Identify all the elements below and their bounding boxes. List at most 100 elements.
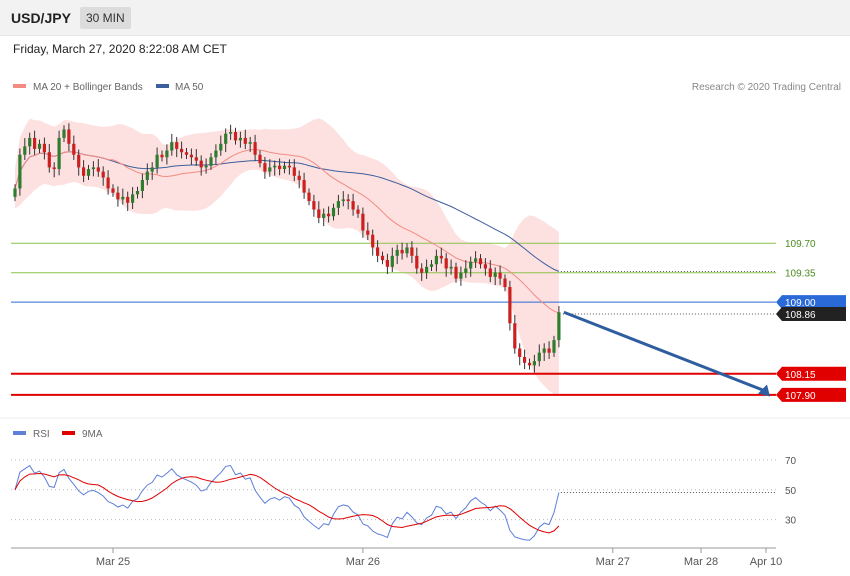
x-axis: Mar 25 Mar 26 Mar 27 Mar 28 Apr 10	[11, 547, 782, 568]
pivot-price-tag	[776, 295, 846, 310]
candle-body	[415, 255, 419, 269]
bollinger-band	[15, 118, 559, 394]
candle-body	[42, 143, 46, 153]
credit-text: Research © 2020 Trading Central	[692, 82, 841, 93]
candle-body	[175, 142, 179, 149]
candle-body	[37, 143, 42, 149]
candle-body	[96, 167, 100, 172]
candle-body	[478, 258, 483, 265]
candle-body	[86, 169, 91, 176]
candle-body	[302, 180, 306, 193]
pivot-price-label: 109.00	[785, 298, 816, 309]
candle-body	[552, 340, 556, 353]
x-tick-label: Mar 28	[684, 556, 718, 568]
candle-body	[331, 207, 336, 217]
candle-body	[72, 143, 76, 155]
candle-body	[62, 129, 66, 138]
candle-body	[268, 167, 272, 172]
candle-body	[77, 154, 81, 168]
x-tick-label: Apr 10	[750, 556, 782, 568]
candle-body	[366, 230, 370, 235]
candle-body	[258, 154, 262, 164]
interval-button[interactable]: 30 MIN	[80, 7, 131, 29]
candle-body	[371, 234, 375, 248]
candle-body	[493, 272, 497, 277]
candle-body	[356, 209, 360, 214]
candle-body	[160, 154, 164, 158]
candle-body	[537, 352, 541, 362]
ma20-legend-label: MA 20 + Bollinger Bands	[33, 82, 143, 93]
price-legend: MA 20 + Bollinger Bands MA 50 Research ©…	[13, 82, 841, 93]
candle-body	[523, 356, 527, 363]
support-price-tag	[776, 387, 846, 402]
candle-body	[420, 268, 424, 273]
candle-body	[346, 199, 350, 202]
resistance-label: 109.35	[785, 269, 816, 280]
last-price-tag	[776, 306, 846, 321]
candle-body	[253, 142, 257, 155]
candle-body	[263, 163, 267, 172]
candle-body	[121, 196, 125, 200]
ma50-legend-swatch	[156, 84, 169, 88]
candle-body	[57, 137, 61, 170]
candle-body	[459, 272, 463, 279]
candle-body	[214, 150, 218, 158]
candle-body	[204, 165, 208, 168]
candle-body	[400, 249, 404, 254]
support-price-label: 107.90	[785, 391, 816, 402]
candle-body	[488, 268, 492, 277]
candle-body	[273, 165, 277, 168]
candle-body	[454, 266, 458, 279]
rsi-line	[14, 464, 560, 541]
support-price-tag	[776, 366, 846, 381]
candle-body	[361, 213, 365, 231]
candle-body	[527, 362, 532, 366]
candle-body	[287, 165, 291, 168]
candle-body	[52, 167, 56, 170]
candle-body	[28, 137, 32, 147]
candle-body	[209, 157, 213, 166]
timestamp: Friday, March 27, 2020 8:22:08 AM CET	[13, 42, 227, 56]
candle-body	[376, 247, 380, 256]
candle-body	[444, 258, 448, 269]
support-price-label: 108.15	[785, 370, 816, 381]
ma9-legend-swatch	[62, 431, 75, 435]
ma9-legend-label: 9MA	[82, 429, 103, 440]
forecast-arrow-head	[758, 384, 770, 397]
candle-body	[307, 192, 311, 202]
candle-body	[336, 201, 340, 208]
forecast-arrow-shaft	[563, 310, 765, 392]
candle-body	[322, 213, 326, 218]
candle-body	[238, 137, 242, 141]
candle-body	[155, 154, 159, 168]
candle-body	[135, 190, 140, 195]
candle-body	[464, 268, 468, 273]
candle-body	[395, 249, 399, 256]
candle-body	[380, 255, 385, 261]
candle-body	[405, 247, 409, 254]
candle-body	[131, 194, 135, 203]
candle-body	[126, 196, 130, 203]
candle-body	[327, 213, 331, 217]
candle-body	[483, 264, 487, 269]
x-tick-label: Mar 25	[96, 556, 130, 568]
candle-body	[429, 264, 434, 267]
candle-body	[199, 160, 203, 168]
candle-body	[145, 171, 149, 181]
candle-body	[224, 133, 228, 144]
candle-body	[317, 209, 321, 218]
candle-body	[23, 146, 27, 155]
candle-body	[116, 192, 120, 200]
candle-body	[439, 255, 443, 259]
candle-body	[351, 201, 355, 210]
candle-body	[140, 180, 144, 191]
candle-body	[498, 272, 502, 279]
candle-body	[292, 167, 296, 176]
candle-body	[248, 142, 252, 144]
rsi-legend-label: RSI	[33, 429, 50, 440]
header-bar: USD/JPY 30 MIN	[0, 0, 850, 36]
candle-body	[189, 154, 193, 158]
rsi-tick-label: 70	[785, 456, 797, 467]
ma50-legend-label: MA 50	[175, 82, 204, 93]
